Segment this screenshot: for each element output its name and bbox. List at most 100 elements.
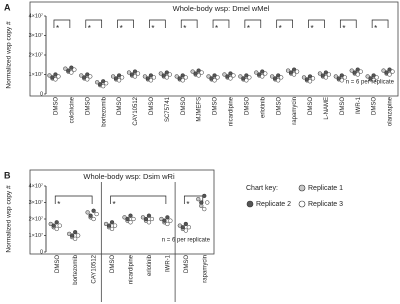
- data-point: [95, 80, 100, 85]
- data-point: [47, 73, 52, 78]
- data-point: [257, 72, 262, 77]
- data-point: [91, 216, 96, 222]
- data-point: [231, 73, 236, 78]
- data-point: [79, 73, 84, 78]
- data-point: [56, 74, 61, 79]
- significance-label: *: [186, 200, 189, 209]
- x-tick-label: DMSO: [276, 97, 282, 115]
- data-point: [244, 73, 249, 78]
- x-tick-label: rapamycin: [292, 97, 298, 125]
- data-point: [73, 230, 78, 235]
- data-point: [222, 72, 227, 77]
- data-point: [128, 220, 133, 225]
- data-point: [110, 74, 116, 79]
- data-point: [326, 72, 332, 77]
- data-point: [285, 68, 291, 73]
- significance-bracket: [149, 19, 166, 28]
- data-point: [288, 70, 294, 75]
- data-point: [128, 213, 133, 218]
- significance-label: *: [215, 24, 218, 33]
- data-point: [206, 74, 211, 79]
- x-tick-label: nicardipine: [129, 254, 135, 284]
- data-point: [168, 218, 173, 223]
- data-point: [238, 74, 243, 79]
- significance-bracket: [244, 19, 262, 28]
- x-tick-label: DMSO: [372, 97, 378, 115]
- data-point: [260, 69, 265, 74]
- legend-label: Replicate 2: [256, 201, 291, 208]
- data-point: [151, 75, 157, 80]
- data-point: [368, 76, 373, 81]
- data-point: [215, 75, 220, 80]
- data-point: [167, 72, 172, 77]
- data-point: [143, 216, 149, 222]
- significance-bracket: [276, 19, 293, 28]
- data-point: [119, 75, 125, 80]
- data-point: [183, 75, 188, 80]
- data-point: [66, 68, 71, 73]
- chart-title: Whole-body wsp: Dsim wRi: [83, 172, 175, 181]
- data-point: [273, 76, 278, 81]
- x-tick-label: DMSO: [308, 97, 314, 115]
- data-point: [304, 77, 310, 82]
- data-point: [333, 74, 338, 79]
- data-point: [177, 76, 182, 81]
- x-tick-label: CAY10512: [92, 254, 98, 283]
- data-point: [323, 75, 329, 80]
- data-point: [70, 233, 75, 238]
- data-point: [85, 210, 90, 215]
- data-point: [279, 75, 284, 80]
- data-point: [202, 193, 207, 199]
- data-point: [352, 70, 357, 75]
- data-point: [180, 78, 185, 83]
- data-point: [310, 76, 316, 81]
- y-tick-label: 4×10⁷: [29, 12, 43, 19]
- significance-bracket: [53, 19, 71, 28]
- panel-label: B: [4, 170, 11, 180]
- significance-bracket: [117, 19, 134, 28]
- y-tick-label: 3×10⁷: [29, 32, 43, 39]
- data-point: [336, 76, 341, 81]
- data-point: [180, 225, 185, 230]
- data-point: [101, 79, 106, 84]
- data-point: [131, 216, 136, 222]
- legend-marker: [246, 200, 254, 208]
- data-point: [196, 73, 201, 78]
- significance-label: *: [374, 24, 377, 33]
- data-point: [247, 75, 252, 80]
- x-tick-label: erlotinib: [147, 254, 153, 276]
- data-point: [183, 228, 188, 233]
- data-point: [317, 71, 323, 76]
- data-point: [205, 200, 210, 205]
- data-point: [196, 197, 201, 202]
- data-point: [91, 208, 96, 213]
- x-tick-label: IWR-1: [356, 96, 362, 114]
- data-point: [254, 70, 259, 75]
- data-point: [106, 223, 112, 228]
- data-point: [371, 78, 376, 83]
- x-tick-label: SC75741: [165, 96, 171, 122]
- x-tick-label: DMSO: [149, 97, 155, 115]
- significance-label: *: [279, 24, 282, 33]
- significance-label: *: [113, 200, 116, 209]
- data-point: [355, 67, 360, 72]
- note: n = 6 per replicate: [346, 80, 395, 86]
- data-point: [387, 67, 392, 72]
- data-point: [82, 75, 87, 80]
- significance-bracket: [110, 195, 167, 204]
- data-point: [241, 76, 246, 81]
- data-point: [142, 74, 148, 79]
- data-point: [104, 81, 109, 86]
- data-point: [270, 74, 275, 79]
- data-point: [69, 65, 74, 70]
- data-point: [190, 69, 195, 74]
- x-tick-label: olanzapine: [388, 96, 394, 126]
- significance-label: *: [56, 24, 59, 33]
- data-point: [129, 72, 135, 77]
- data-point: [73, 236, 78, 241]
- significance-label: *: [342, 24, 345, 33]
- data-point: [161, 73, 166, 78]
- data-point: [342, 75, 347, 80]
- data-point: [109, 220, 115, 225]
- y-tick-label: 2×10⁷: [29, 51, 43, 58]
